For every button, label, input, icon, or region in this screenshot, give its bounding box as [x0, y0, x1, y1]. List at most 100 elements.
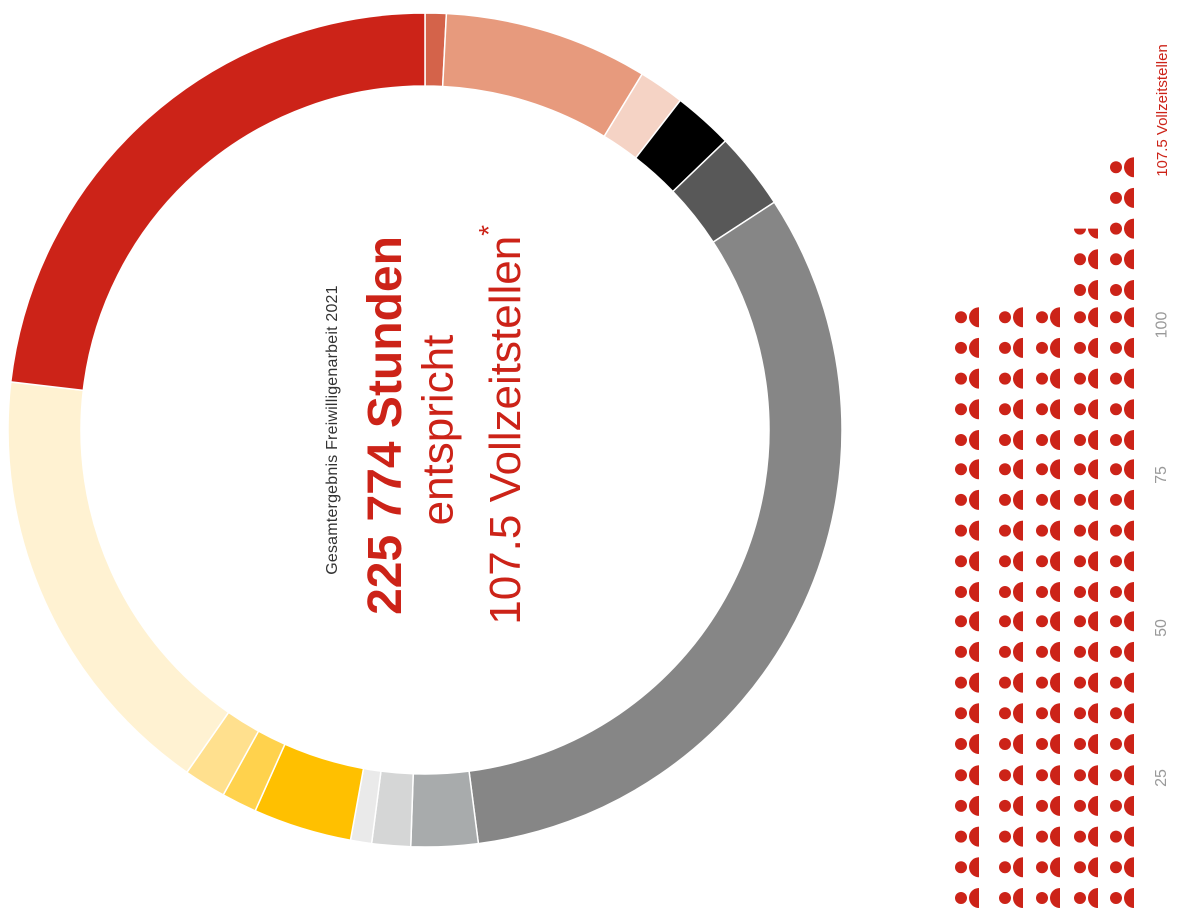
person-head-icon [999, 372, 1011, 385]
person-head-icon [1110, 892, 1122, 904]
person-body-icon [1013, 459, 1023, 480]
person-icon [1074, 337, 1098, 358]
person-body-icon [1124, 857, 1134, 878]
person-head-icon [1074, 434, 1086, 446]
person-icon [955, 459, 979, 480]
person-head-icon [1036, 586, 1048, 598]
person-icon [955, 703, 979, 724]
person-head-icon [999, 311, 1011, 324]
person-head-icon [1036, 830, 1048, 843]
person-body-icon [1050, 459, 1060, 480]
person-body-icon [1050, 430, 1060, 450]
person-head-icon [955, 738, 967, 750]
person-head-icon [1074, 799, 1086, 812]
person-icon [1110, 280, 1134, 300]
person-head-icon [1074, 738, 1086, 750]
person-head-icon [1074, 341, 1086, 354]
person-icon [1110, 399, 1134, 420]
person-head-icon [1074, 524, 1086, 537]
person-icon [999, 337, 1023, 358]
person-icon [1110, 888, 1134, 908]
person-body-icon [969, 765, 979, 786]
person-body-icon [1050, 307, 1060, 328]
person-icon [1074, 249, 1098, 270]
person-body-icon [1124, 218, 1134, 239]
person-head-icon [1036, 676, 1048, 689]
person-icon [955, 611, 979, 632]
person-body-icon [1124, 187, 1134, 208]
person-icon [1110, 734, 1134, 754]
pictogram-tick-label: 75 [1152, 466, 1170, 484]
person-icon [999, 399, 1023, 420]
person-head-icon [999, 555, 1011, 568]
person-icon [1110, 765, 1134, 786]
person-body-icon [969, 795, 979, 816]
person-icon [999, 459, 1023, 480]
person-head-icon [1074, 403, 1086, 416]
person-body-icon [1124, 795, 1134, 816]
person-body-icon [969, 489, 979, 510]
person-head-icon [955, 493, 967, 506]
person-head-icon [955, 372, 967, 385]
person-body-icon [1088, 611, 1098, 632]
person-icon [955, 520, 979, 541]
person-icon [1036, 703, 1060, 724]
person-head-icon [999, 341, 1011, 354]
person-icon [1036, 459, 1060, 480]
person-head-icon [1074, 311, 1086, 324]
person-head-icon [955, 799, 967, 812]
person-head-icon [999, 645, 1011, 658]
person-head-icon [1110, 403, 1122, 416]
person-icon [1074, 459, 1098, 480]
person-body-icon [969, 520, 979, 541]
person-head-icon [1110, 586, 1122, 598]
person-head-icon [1036, 434, 1048, 446]
person-head-icon [1036, 799, 1048, 812]
person-body-icon [1013, 489, 1023, 510]
person-body-icon [1124, 641, 1134, 662]
person-body-icon [1013, 734, 1023, 754]
person-icon [1074, 430, 1098, 450]
person-head-icon [955, 892, 967, 904]
person-icon [1110, 368, 1134, 389]
person-body-icon [1050, 734, 1060, 754]
person-head-icon [1110, 799, 1122, 812]
person-body-icon [1088, 672, 1098, 693]
person-body-icon [1013, 826, 1023, 847]
person-body-icon [1013, 703, 1023, 724]
person-head-icon [1074, 555, 1086, 568]
person-icon [1074, 489, 1098, 510]
person-body-icon [1050, 368, 1060, 389]
person-body-icon [1088, 641, 1098, 662]
person-head-icon [1110, 372, 1122, 385]
person-body-icon [969, 857, 979, 878]
person-head-icon [1110, 161, 1122, 174]
person-icon [1110, 857, 1134, 878]
person-body-icon [969, 582, 979, 602]
person-body-icon [969, 430, 979, 450]
person-icon [1036, 337, 1060, 358]
person-body-icon [969, 888, 979, 908]
person-head-icon [1074, 493, 1086, 506]
person-body-icon [1088, 337, 1098, 358]
person-body-icon [1088, 703, 1098, 724]
person-head-icon [955, 830, 967, 843]
person-body-icon [1013, 368, 1023, 389]
person-body-icon [969, 307, 979, 328]
person-head-icon [1036, 463, 1048, 476]
person-body-icon [969, 368, 979, 389]
person-head-icon [1110, 555, 1122, 568]
person-icon [1074, 826, 1098, 847]
person-body-icon [969, 641, 979, 662]
person-icon [955, 888, 979, 908]
person-body-icon [1124, 734, 1134, 754]
person-body-icon [1124, 672, 1134, 693]
person-icon [1036, 489, 1060, 510]
person-head-icon [1074, 228, 1086, 235]
person-head-icon [1074, 645, 1086, 658]
person-body-icon [1050, 611, 1060, 632]
person-head-icon [999, 707, 1011, 720]
person-body-icon [969, 734, 979, 754]
